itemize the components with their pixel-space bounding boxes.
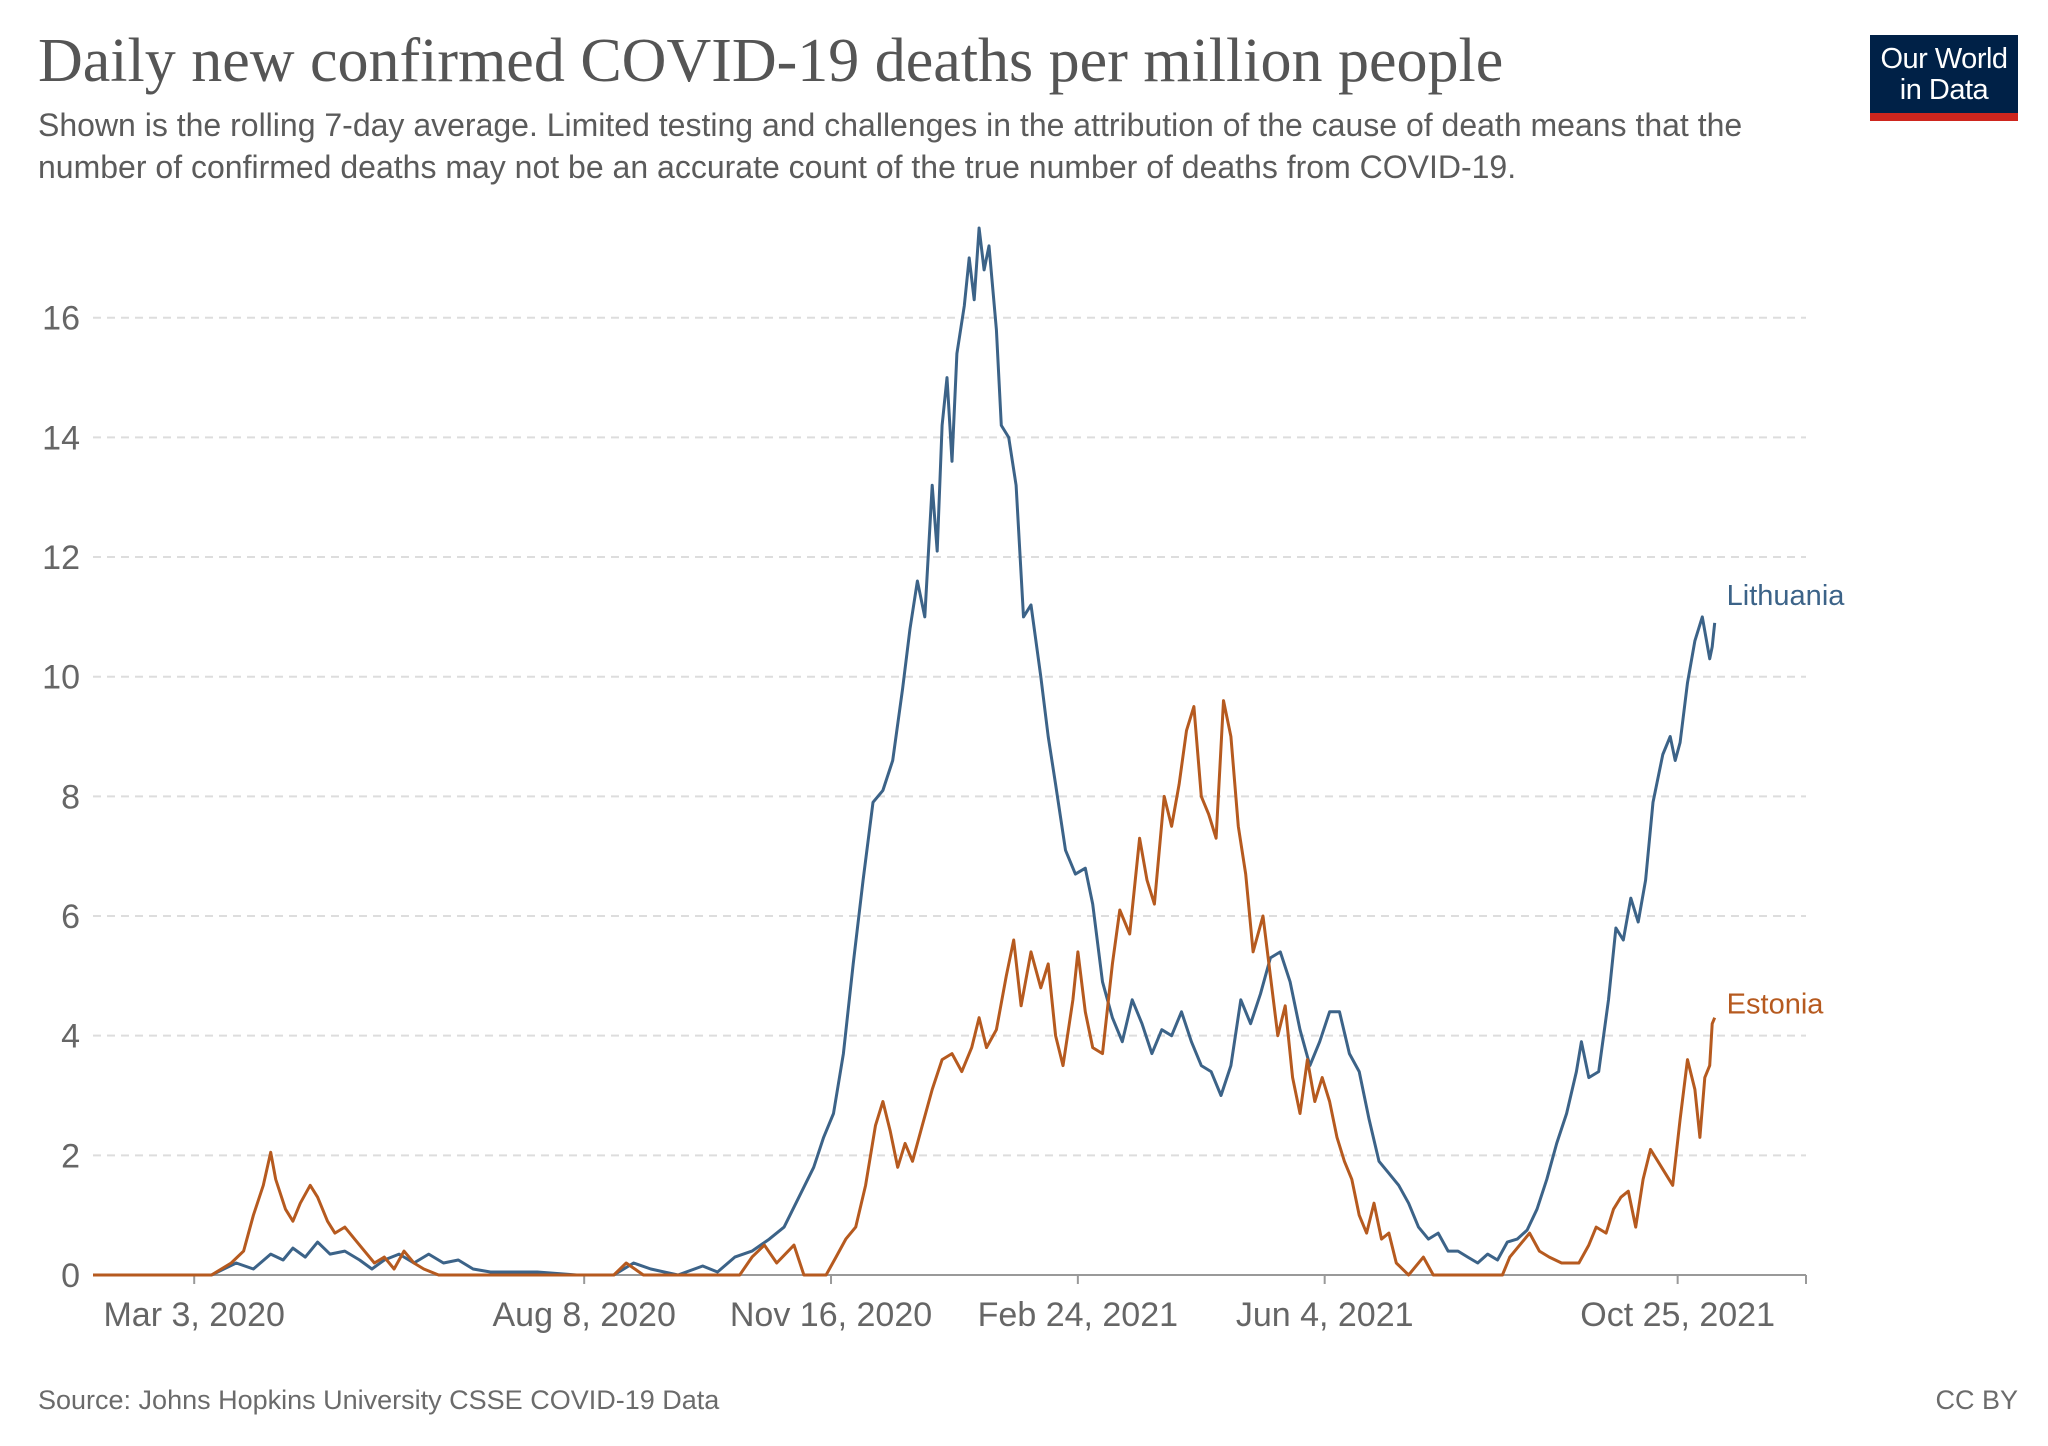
chart-title: Daily new confirmed COVID-19 deaths per … <box>38 27 1504 95</box>
x-tick-label: Aug 8, 2020 <box>492 1296 675 1334</box>
x-tick-label: Jun 4, 2021 <box>1236 1296 1414 1334</box>
x-tick-label: Feb 24, 2021 <box>978 1296 1178 1334</box>
y-tick-label: 6 <box>61 898 80 936</box>
y-tick-label: 8 <box>61 778 80 816</box>
owid-logo[interactable]: Our World in Data <box>1870 35 2018 121</box>
x-tick-label: Mar 3, 2020 <box>103 1296 284 1334</box>
x-tick-label: Nov 16, 2020 <box>730 1296 932 1334</box>
source-note[interactable]: Source: Johns Hopkins University CSSE CO… <box>38 1385 720 1415</box>
y-tick-label: 12 <box>42 539 80 577</box>
y-tick-label: 14 <box>42 419 80 457</box>
y-axis-tick-labels: 0 2 4 6 8 10 12 14 16 <box>42 300 80 1295</box>
x-tick-label: Oct 25, 2021 <box>1580 1296 1775 1334</box>
logo-line-2: in Data <box>1899 74 1989 106</box>
y-tick-label: 10 <box>42 659 80 697</box>
y-tick-label: 2 <box>61 1137 80 1175</box>
license-link[interactable]: CC BY <box>1935 1385 2018 1415</box>
series-end-labels: Lithuania Estonia <box>1727 580 1846 1021</box>
series-label-lithuania[interactable]: Lithuania <box>1727 580 1846 612</box>
series-line-estonia[interactable] <box>93 699 1717 1277</box>
logo-line-1: Our World <box>1880 43 2008 75</box>
y-tick-label: 0 <box>61 1257 80 1295</box>
y-tick-label: 4 <box>61 1018 80 1056</box>
x-axis: Mar 3, 2020 Aug 8, 2020 Nov 16, 2020 Feb 24… <box>93 1274 1807 1334</box>
chart-subtitle: Shown is the rolling 7-day average. Limi… <box>38 107 1743 185</box>
series-label-estonia[interactable]: Estonia <box>1727 989 1825 1021</box>
series-lines <box>93 226 1717 1277</box>
series-line-lithuania[interactable] <box>93 226 1717 1277</box>
y-tick-label: 16 <box>42 300 80 338</box>
